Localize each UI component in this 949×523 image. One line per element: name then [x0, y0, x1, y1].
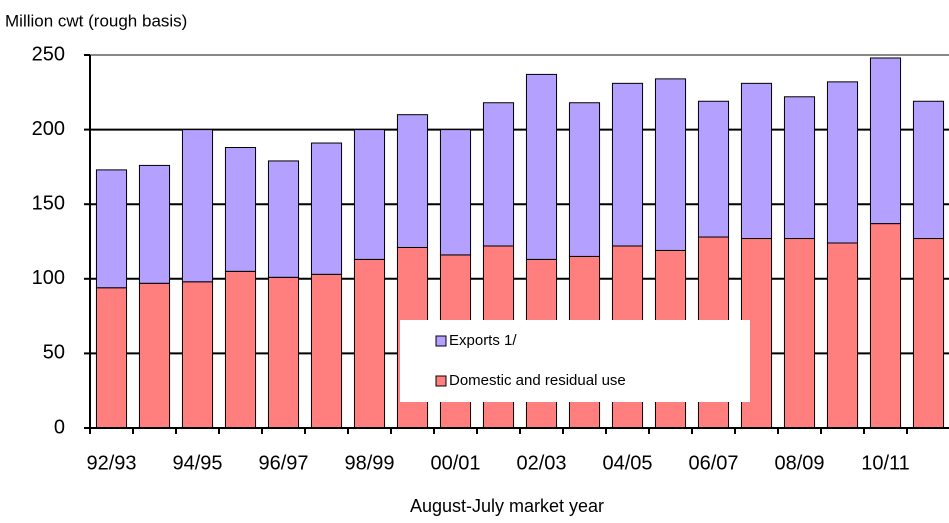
bar-segment [396, 114, 429, 248]
bar-segment [783, 96, 816, 240]
bar-segment [654, 78, 687, 251]
bar-segment [267, 276, 300, 429]
x-tick-label: 02/03 [516, 452, 566, 474]
bar-segment [310, 273, 343, 429]
bar-segment [912, 238, 945, 429]
bar-segment [740, 82, 773, 240]
legend-swatch [435, 375, 447, 387]
bar-segment [181, 281, 214, 429]
x-axis-label: August-July market year [410, 496, 604, 516]
legend-label: Domestic and residual use [449, 372, 626, 389]
x-tick-label: 08/09 [774, 452, 824, 474]
y-tick-label: 50 [43, 342, 65, 364]
bar-segment [138, 164, 171, 284]
x-tick-label: 10/11 [861, 452, 910, 474]
legend-box [400, 320, 750, 402]
bar-segment [224, 147, 257, 272]
bar-segment [611, 82, 644, 247]
legend: Exports 1/Domestic and residual use [400, 320, 750, 402]
bar-segment [912, 100, 945, 240]
x-tick-label: 00/01 [430, 452, 480, 474]
bar-segment [826, 242, 859, 429]
bar-segment [310, 142, 343, 275]
x-tick-label: 92/93 [86, 452, 136, 474]
bar-segment [353, 129, 386, 260]
bar-segment [525, 73, 558, 260]
y-tick-label: 200 [32, 118, 65, 140]
y-tick-label: 250 [32, 43, 65, 65]
y-tick-label: 100 [32, 267, 65, 289]
x-tick-label: 96/97 [258, 452, 308, 474]
x-tick-label: 94/95 [172, 452, 222, 474]
bar-segment [869, 223, 902, 429]
bar-segment [138, 282, 171, 429]
bar-segment [224, 270, 257, 429]
legend-label: Exports 1/ [449, 332, 517, 349]
x-tick-label: 98/99 [344, 452, 394, 474]
x-tick-label: 06/07 [688, 452, 738, 474]
bar-segment [439, 129, 472, 256]
bar-segment [95, 169, 128, 289]
bar-segment [783, 238, 816, 429]
bar-segment [95, 287, 128, 429]
y-tick-label: 150 [32, 192, 65, 214]
bar-segment [482, 102, 515, 247]
y-axis-label: Million cwt (rough basis) [5, 11, 187, 30]
bar-segment [697, 100, 730, 238]
bar-segment [826, 81, 859, 244]
bar-segment [869, 57, 902, 225]
bar-segment [181, 129, 214, 283]
legend-swatch [435, 335, 447, 347]
bar-segment [353, 258, 386, 429]
x-tick-label: 04/05 [602, 452, 652, 474]
bar-segment [267, 160, 300, 278]
bar-segment [568, 102, 601, 257]
y-tick-label: 0 [54, 416, 65, 438]
